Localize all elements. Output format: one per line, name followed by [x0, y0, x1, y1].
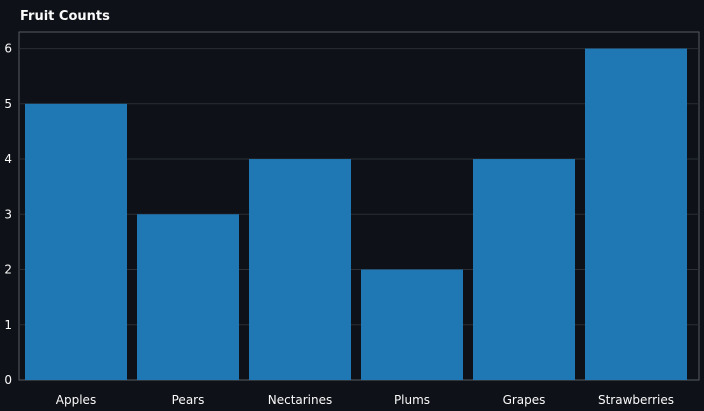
chart-title: Fruit Counts: [20, 9, 110, 24]
y-tick-label: 4: [4, 152, 12, 166]
bar: [137, 214, 239, 380]
x-tick-label: Plums: [394, 393, 430, 407]
y-tick-label: 1: [4, 318, 12, 332]
axes: 0 1 2 3 4 5 6 Apples Pears Nectarines Plums Grapes S…: [4, 42, 674, 407]
bar: [361, 269, 463, 380]
bar: [585, 48, 687, 380]
bar: [25, 103, 127, 381]
plot-frame: [18, 31, 700, 381]
x-tick-label: Strawberries: [598, 393, 674, 407]
y-tick-label: 5: [4, 97, 12, 111]
y-tick-label: 6: [4, 42, 12, 56]
bars: [25, 48, 687, 381]
y-tick-label: 3: [4, 207, 12, 221]
bar: [473, 159, 575, 380]
bar: [249, 159, 351, 380]
x-tick-label: Grapes: [503, 393, 546, 407]
x-tick-label: Nectarines: [268, 393, 333, 407]
x-tick-label: Apples: [56, 393, 96, 407]
x-tick-label: Pears: [172, 393, 205, 407]
grid-lines: [18, 31, 700, 381]
y-tick-label: 0: [4, 373, 12, 387]
y-tick-label: 2: [4, 263, 12, 277]
